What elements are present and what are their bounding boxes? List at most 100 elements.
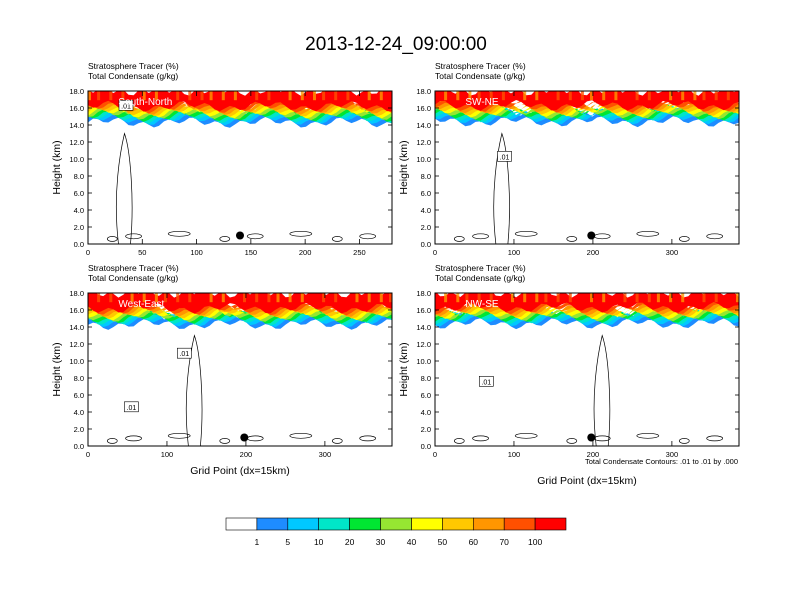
tracer-streak xyxy=(444,91,448,101)
contour-label: .01 xyxy=(121,103,131,110)
colorbar-swatch xyxy=(534,517,567,531)
y-tick-label: 8.0 xyxy=(421,172,431,181)
y-axis-label: Height (km) xyxy=(398,140,410,194)
tracer-streak xyxy=(288,91,292,101)
y-axis-label: Height (km) xyxy=(51,342,63,396)
location-marker xyxy=(236,231,244,240)
tracer-streak xyxy=(580,91,584,101)
tracer-band xyxy=(435,104,739,121)
x-tick-label: 0 xyxy=(433,450,437,459)
y-axis-label: Height (km) xyxy=(398,342,410,396)
tracer-streak xyxy=(267,91,271,101)
tracer-streak xyxy=(568,91,572,101)
tracer-streak xyxy=(511,293,514,303)
contour-blob xyxy=(289,230,313,237)
tracer-streak xyxy=(276,293,280,303)
x-tick-label: 100 xyxy=(161,450,174,459)
y-tick-label: 14.0 xyxy=(69,121,84,130)
tracer-streak xyxy=(209,91,213,101)
tracer-streak xyxy=(635,293,639,303)
tracer-streak xyxy=(602,91,606,101)
tracer-streak xyxy=(681,293,685,303)
contour-blob xyxy=(246,233,264,240)
colorbar-swatch xyxy=(503,517,536,531)
colorbar: 1 5 10 20 30 40 50 60 70 100 xyxy=(225,517,567,547)
tracer-streak xyxy=(355,293,359,303)
tracer-band xyxy=(88,303,392,319)
x-tick-label: 50 xyxy=(138,248,146,257)
contour-blob xyxy=(359,233,377,240)
tracer-band xyxy=(88,103,392,119)
x-tick-label: 100 xyxy=(508,450,521,459)
tracer-streak xyxy=(267,293,271,303)
tracer-streak xyxy=(367,91,371,101)
tracer-streak xyxy=(334,91,338,101)
y-tick-label: 14.0 xyxy=(416,121,431,130)
y-tick-label: 12.0 xyxy=(69,138,84,147)
location-marker xyxy=(240,433,249,442)
x-tick-label: 200 xyxy=(299,248,312,257)
contour-label-box xyxy=(478,375,494,387)
contour-column xyxy=(493,132,510,244)
contour-blob xyxy=(706,233,724,240)
tracer-streak xyxy=(109,293,113,303)
colorbar-swatch xyxy=(349,517,381,531)
contour-blob xyxy=(593,435,611,442)
x-tick-label: 0 xyxy=(86,450,90,459)
tracer-streak xyxy=(243,293,246,303)
x-tick-label: 200 xyxy=(240,450,253,459)
tracer-streak xyxy=(334,293,338,303)
panel-label: West-East xyxy=(118,299,164,310)
tracer-streak xyxy=(121,91,125,101)
tracer-streak xyxy=(635,91,639,101)
panel-header-condensate: Total Condensate (g/kg) xyxy=(435,71,525,81)
y-tick-label: 6.0 xyxy=(421,189,431,198)
contour-blob xyxy=(106,438,118,444)
contour-blob xyxy=(678,236,690,242)
colorbar-swatch xyxy=(472,517,505,531)
y-tick-label: 14.0 xyxy=(416,323,431,332)
contour-column xyxy=(593,334,611,446)
tracer-streak xyxy=(313,91,316,101)
tracer-streak xyxy=(489,293,493,303)
tracer-streak xyxy=(702,293,706,303)
y-tick-label: 8.0 xyxy=(421,374,431,383)
plot-frame xyxy=(434,90,740,245)
tracer-streak xyxy=(477,91,481,101)
panels-group: Stratosphere Tracer (%)Total Condensate … xyxy=(51,61,740,459)
panel-header-tracer: Stratosphere Tracer (%) xyxy=(435,61,526,71)
tracer-shading xyxy=(435,293,739,330)
colorbar-label: 30 xyxy=(376,537,386,547)
contour-blob xyxy=(593,233,611,240)
y-tick-label: 2.0 xyxy=(421,223,431,232)
x-tick-label: 200 xyxy=(587,450,600,459)
contour-blob xyxy=(289,432,313,439)
tracer-streak xyxy=(188,91,192,101)
panel-header-tracer: Stratosphere Tracer (%) xyxy=(88,263,179,273)
y-tick-label: 0.0 xyxy=(421,240,431,249)
y-tick-label: 2.0 xyxy=(421,425,431,434)
x-axis-label-left: Grid Point (dx=15km) xyxy=(190,465,290,477)
x-tick-label: 250 xyxy=(353,248,366,257)
condensate-contours xyxy=(106,132,377,244)
tracer-streak xyxy=(614,91,618,101)
contour-blob xyxy=(331,236,343,242)
contour-blob xyxy=(246,435,264,442)
colorbar-label: 5 xyxy=(285,537,290,547)
tracer-streak xyxy=(489,91,493,101)
contour-blob xyxy=(678,438,690,444)
tracer-streak xyxy=(556,91,560,101)
y-tick-label: 2.0 xyxy=(74,425,84,434)
colorbar-swatch xyxy=(256,517,289,531)
tracer-streak xyxy=(702,91,706,101)
tracer-streak xyxy=(379,91,383,101)
panel-header-tracer: Stratosphere Tracer (%) xyxy=(88,61,179,71)
contour-blob xyxy=(106,236,118,242)
tracer-streak xyxy=(322,293,326,303)
y-tick-label: 16.0 xyxy=(416,306,431,315)
colorbar-label: 60 xyxy=(469,537,479,547)
tracer-streak xyxy=(346,91,350,101)
tracer-streak xyxy=(300,91,304,101)
tracer-streak xyxy=(444,293,448,303)
colorbar-swatch xyxy=(287,517,319,531)
